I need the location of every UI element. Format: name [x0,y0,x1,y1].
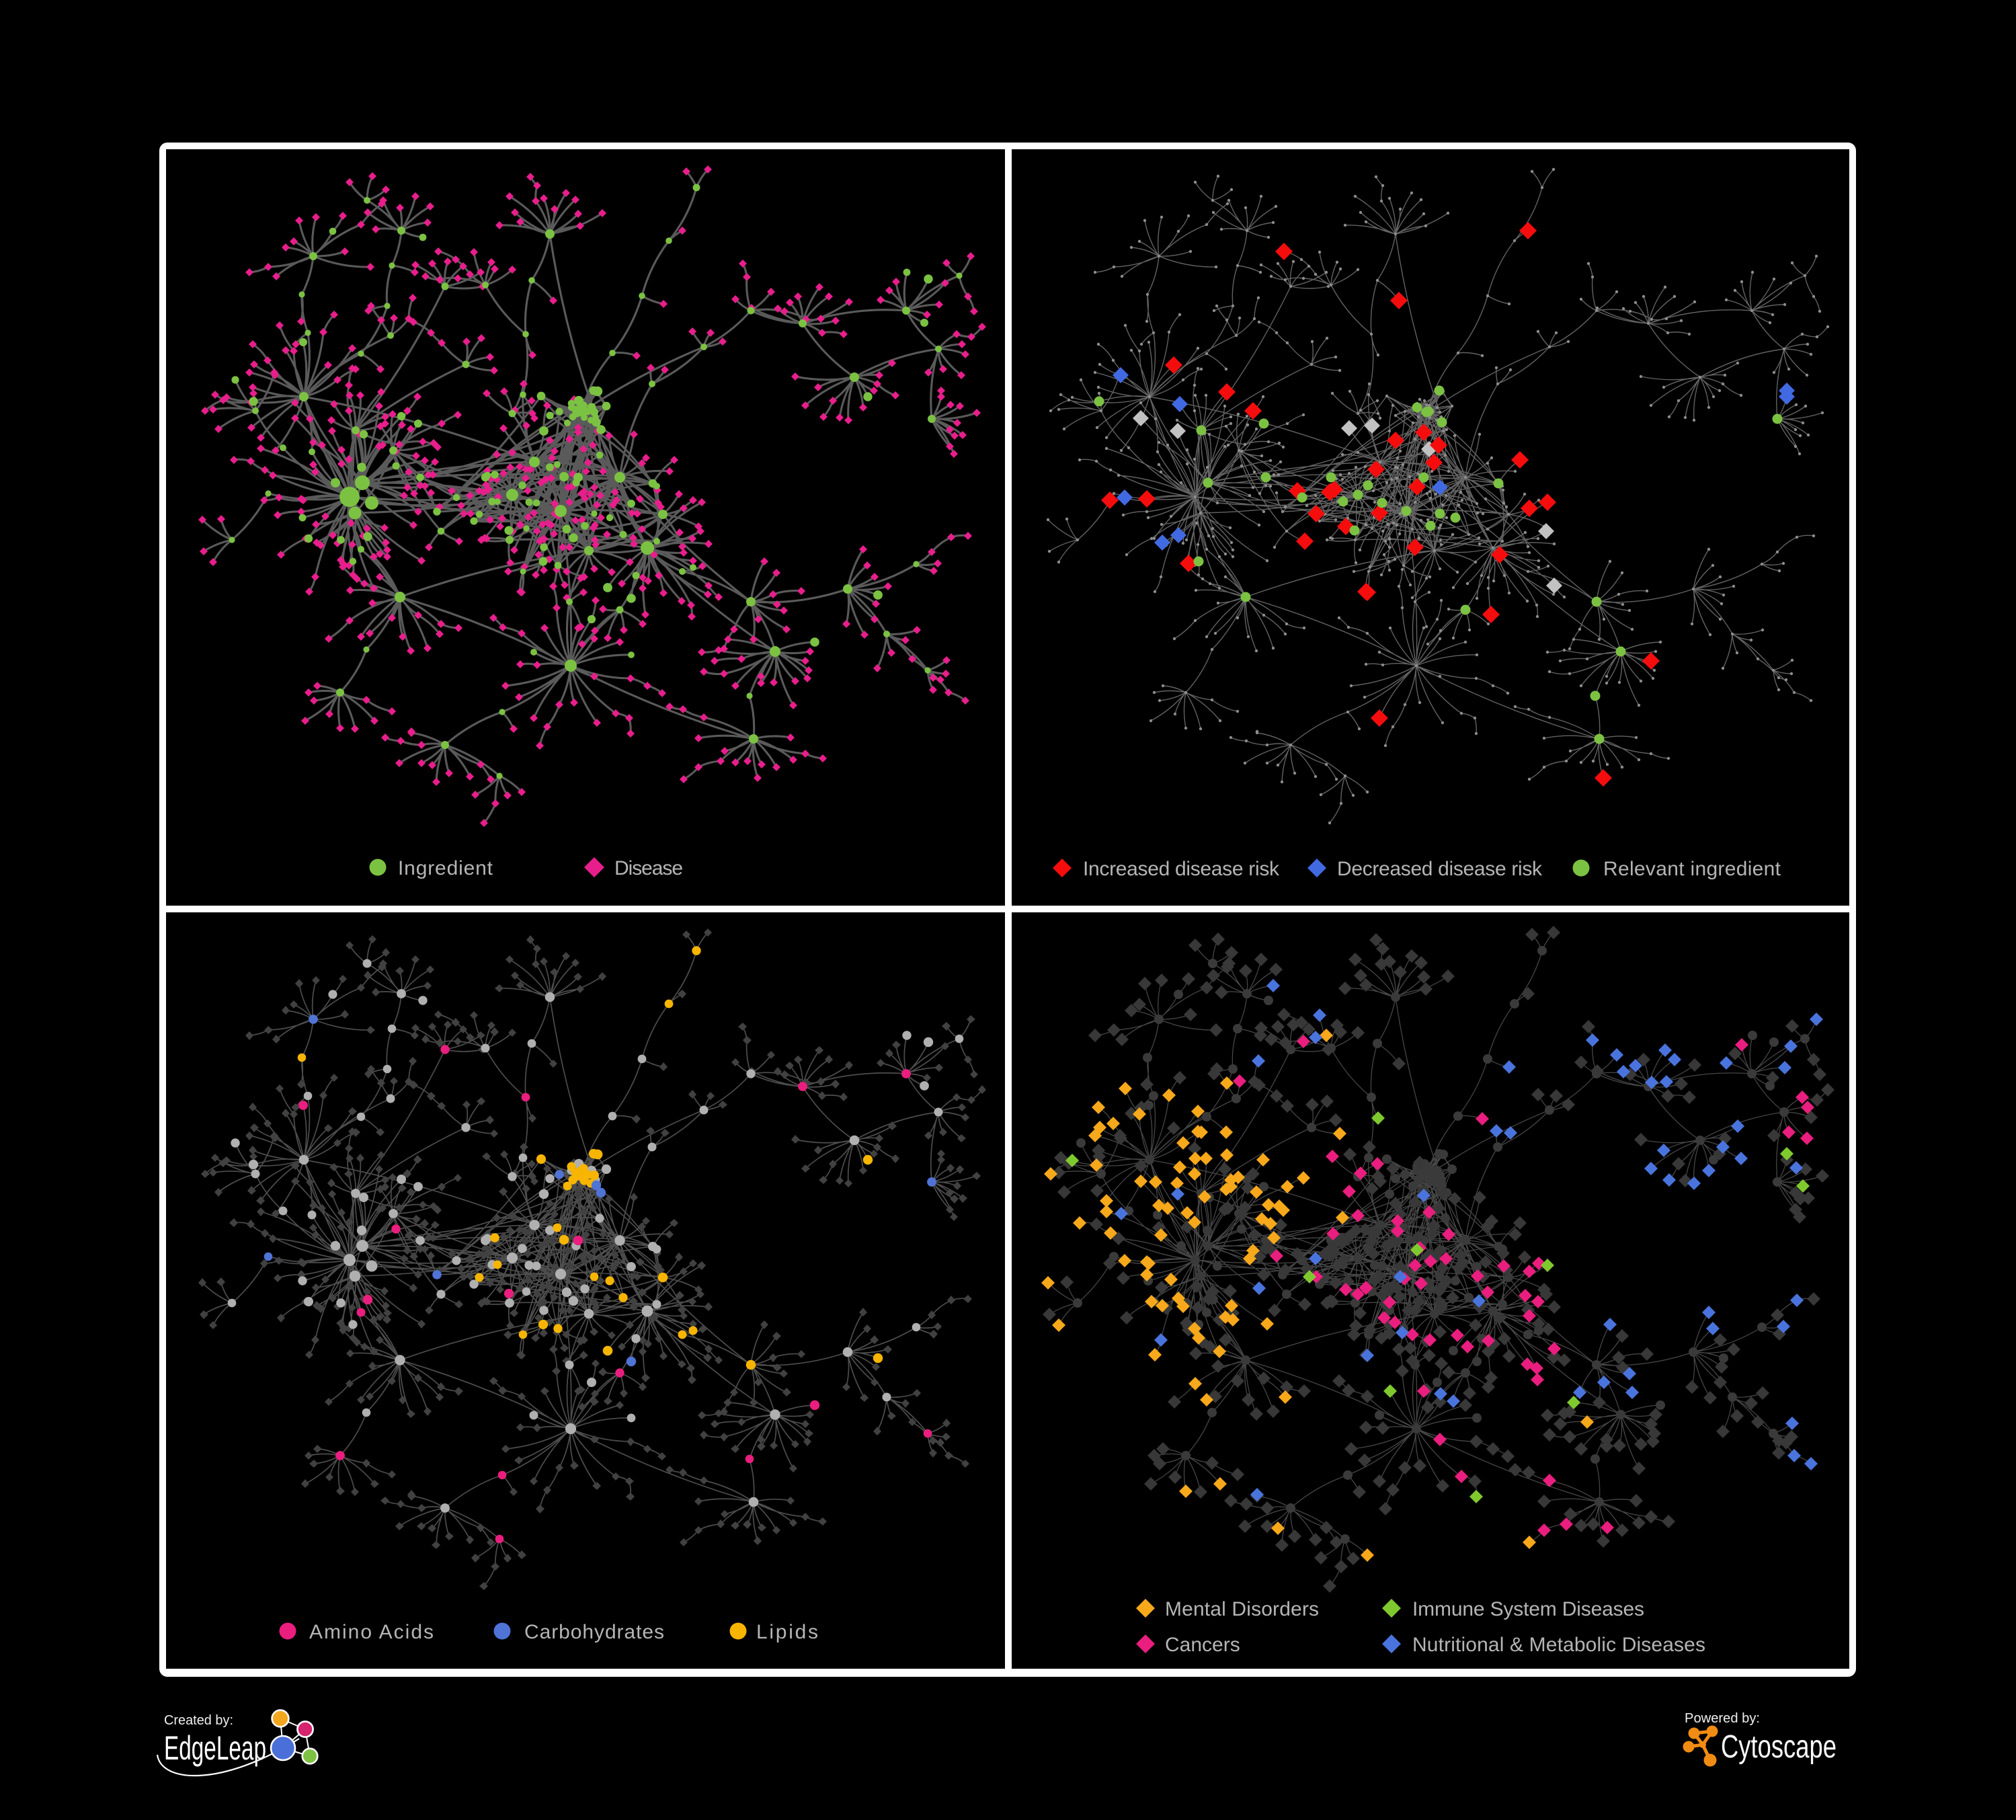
svg-text:Immune System Diseases: Immune System Diseases [1412,1598,1644,1620]
svg-text:Relevant ingredient: Relevant ingredient [1603,858,1781,880]
svg-text:Decreased disease risk: Decreased disease risk [1337,858,1543,880]
svg-text:Amino Acids: Amino Acids [309,1621,434,1643]
svg-text:Nutritional & Metabolic Diseas: Nutritional & Metabolic Diseases [1412,1634,1705,1656]
svg-text:Disease: Disease [614,857,683,879]
svg-text:Cancers: Cancers [1165,1634,1240,1656]
svg-text:Cytoscape: Cytoscape [1721,1729,1837,1765]
svg-text:Ingredient: Ingredient [398,857,493,879]
svg-text:Created by:: Created by: [164,1713,233,1728]
svg-text:Increased disease risk: Increased disease risk [1083,858,1280,880]
svg-text:Powered by:: Powered by: [1685,1711,1760,1726]
svg-text:EdgeLeap: EdgeLeap [164,1729,266,1767]
svg-text:Mental Disorders: Mental Disorders [1165,1598,1319,1620]
svg-text:Carbohydrates: Carbohydrates [524,1621,664,1643]
